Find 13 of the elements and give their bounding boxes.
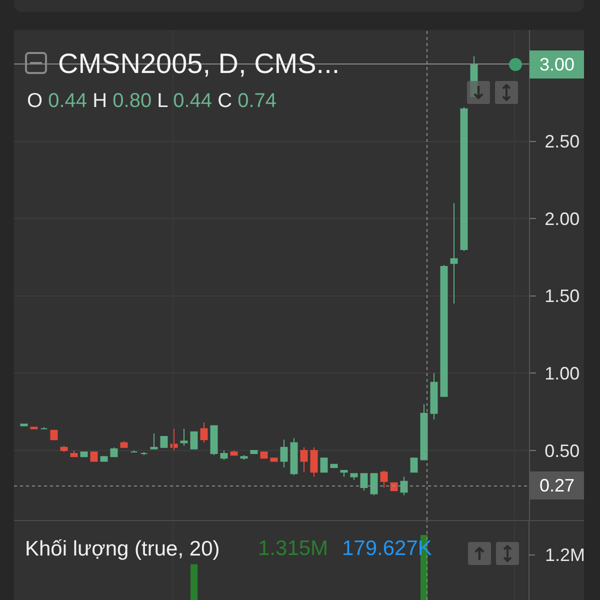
y-tick-label: 2.00 bbox=[544, 208, 580, 229]
ref-line-label: 0.27 bbox=[539, 476, 575, 496]
annotation: 179.627K bbox=[342, 537, 432, 560]
chart-title: Khối lượng (true, 20) bbox=[25, 537, 220, 560]
ref-line-label: 3.00 bbox=[539, 54, 575, 74]
text: O 0.44 H 0.80 L 0.44 C 0.74 bbox=[27, 90, 277, 112]
text: 1.2M bbox=[545, 545, 586, 565]
y-tick-label: 1.50 bbox=[544, 286, 580, 306]
text: CMSN2005, D, CMS... bbox=[58, 48, 340, 79]
y-tick-label: 0.50 bbox=[544, 440, 580, 461]
y-tick-label: 1.00 bbox=[544, 363, 580, 384]
annotation: 1.315M bbox=[258, 537, 328, 560]
y-tick-label: 2.50 bbox=[544, 132, 580, 152]
